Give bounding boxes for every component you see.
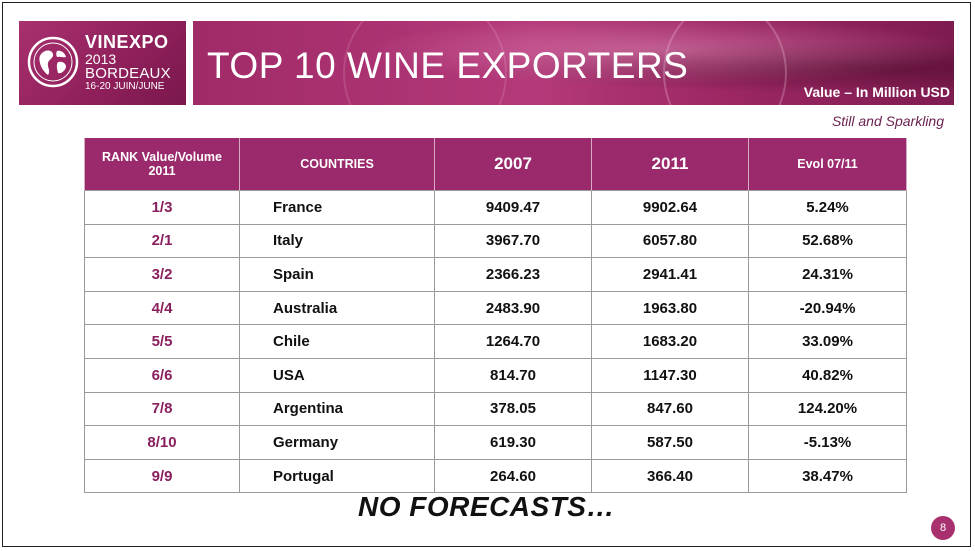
evol-cell: 52.68% [748,223,907,259]
rank-cell: 6/6 [84,357,240,393]
value-2007-cell: 9409.47 [434,190,592,225]
logo-dates: 16-20 JUIN/JUNE [85,81,165,92]
value-2007-cell: 619.30 [434,425,592,460]
logo-city: BORDEAUX [85,65,171,82]
table-row: 4/4 Australia 2483.90 1963.80 -20.94% [84,290,907,326]
title-banner: TOP 10 WINE EXPORTERS Value – In Million… [193,21,954,105]
subtitle: Still and Sparkling [831,113,944,129]
table-header-row: RANK Value/Volume 2011 COUNTRIES 2007 20… [84,138,907,191]
value-2011-cell: 1147.30 [591,357,749,393]
wine-glass-decoration [663,21,787,105]
country-cell: Argentina [239,391,435,427]
header-2007: 2007 [434,138,592,191]
value-2011-cell: 366.40 [591,458,749,494]
evol-cell: -20.94% [748,290,907,326]
evol-cell: 24.31% [748,257,907,292]
rank-cell: 4/4 [84,290,240,326]
evol-cell: -5.13% [748,425,907,460]
evol-cell: 5.24% [748,190,907,225]
rank-cell: 8/10 [84,425,240,460]
page-number-badge: 8 [931,516,955,540]
rank-cell: 5/5 [84,324,240,359]
globe-icon [27,36,79,88]
header-evol: Evol 07/11 [748,138,907,191]
country-cell: Italy [239,223,435,259]
header-2011: 2011 [591,138,749,191]
value-2011-cell: 1683.20 [591,324,749,359]
table-row: 9/9 Portugal 264.60 366.40 38.47% [84,458,907,494]
header-countries: COUNTRIES [239,138,435,191]
value-2011-cell: 9902.64 [591,190,749,225]
value-2007-cell: 2366.23 [434,257,592,292]
country-cell: USA [239,357,435,393]
logo-text: VINEXPO 2013 BORDEAUX 16-20 JUIN/JUNE [85,33,171,92]
value-2007-cell: 378.05 [434,391,592,427]
country-cell: Spain [239,257,435,292]
logo-brand: VINEXPO [85,32,169,52]
value-2011-cell: 587.50 [591,425,749,460]
rank-cell: 2/1 [84,223,240,259]
rank-cell: 7/8 [84,391,240,427]
country-cell: Chile [239,324,435,359]
page-title: TOP 10 WINE EXPORTERS [207,45,689,86]
exporters-table: RANK Value/Volume 2011 COUNTRIES 2007 20… [84,138,907,494]
value-unit-label: Value – In Million USD [803,84,950,100]
evol-cell: 38.47% [748,458,907,494]
table-row: 8/10 Germany 619.30 587.50 -5.13% [84,425,907,460]
vinexpo-logo: VINEXPO 2013 BORDEAUX 16-20 JUIN/JUNE [19,21,186,105]
rank-cell: 9/9 [84,458,240,494]
header-rank: RANK Value/Volume 2011 [84,138,240,191]
country-cell: Australia [239,290,435,326]
value-2007-cell: 1264.70 [434,324,592,359]
value-2007-cell: 2483.90 [434,290,592,326]
value-2007-cell: 814.70 [434,357,592,393]
value-2011-cell: 6057.80 [591,223,749,259]
country-cell: France [239,190,435,225]
value-2011-cell: 2941.41 [591,257,749,292]
logo-year: 2013 [85,51,117,67]
wine-glass-decoration [343,21,507,105]
value-2007-cell: 264.60 [434,458,592,494]
rank-cell: 1/3 [84,190,240,225]
country-cell: Portugal [239,458,435,494]
value-2011-cell: 1963.80 [591,290,749,326]
rank-cell: 3/2 [84,257,240,292]
value-2011-cell: 847.60 [591,391,749,427]
country-cell: Germany [239,425,435,460]
table-row: 7/8 Argentina 378.05 847.60 124.20% [84,391,907,427]
table-row: 2/1 Italy 3967.70 6057.80 52.68% [84,223,907,259]
evol-cell: 33.09% [748,324,907,359]
evol-cell: 40.82% [748,357,907,393]
table-row: 5/5 Chile 1264.70 1683.20 33.09% [84,324,907,359]
value-2007-cell: 3967.70 [434,223,592,259]
table-row: 1/3 France 9409.47 9902.64 5.24% [84,190,907,225]
footer-note: NO FORECASTS… [358,491,615,522]
table-row: 6/6 USA 814.70 1147.30 40.82% [84,357,907,393]
table-row: 3/2 Spain 2366.23 2941.41 24.31% [84,257,907,292]
evol-cell: 124.20% [748,391,907,427]
